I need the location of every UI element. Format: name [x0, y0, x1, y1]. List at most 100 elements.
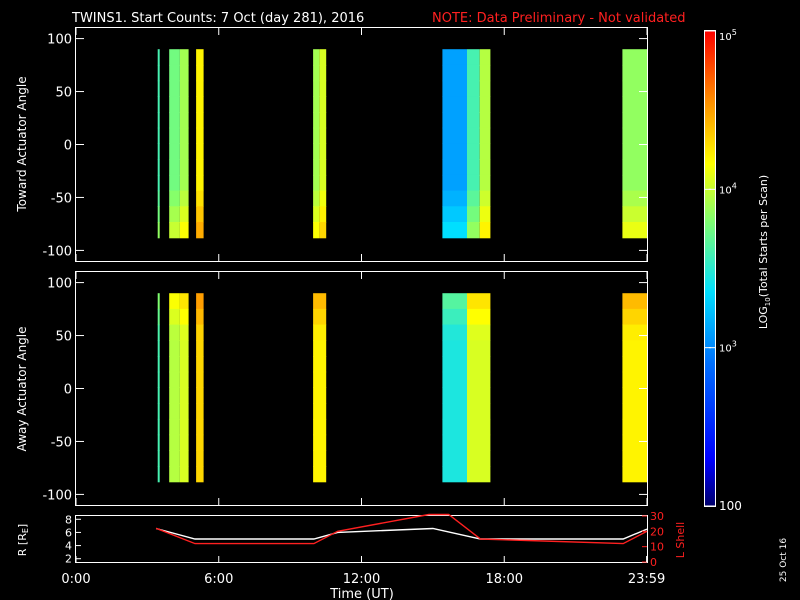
- heatmap-block: [196, 143, 204, 160]
- heatmap-block: [157, 450, 160, 467]
- heatmap-block: [179, 222, 189, 239]
- heatmap-block: [196, 403, 204, 420]
- x-tick-label: 0:00: [61, 572, 90, 587]
- heatmap-block: [169, 403, 180, 420]
- heatmap-block: [319, 96, 327, 113]
- heatmap-block: [467, 206, 480, 223]
- heatmap-block: [179, 324, 189, 341]
- heatmap-block: [313, 80, 320, 97]
- heatmap-block: [169, 143, 180, 160]
- y-tick-label: -100: [42, 488, 72, 503]
- heatmap-block: [196, 466, 204, 483]
- x-tick-label: 23:59: [628, 572, 665, 587]
- colorbar-tick-base: 10: [719, 32, 732, 43]
- colorbar-tick-base: 10: [719, 185, 732, 196]
- heatmap-block: [313, 308, 327, 326]
- heatmap-block: [442, 159, 467, 176]
- heatmap-block: [622, 356, 647, 373]
- heatmap-block: [479, 159, 491, 176]
- heatmap-block: [479, 96, 491, 113]
- colorbar-label-sub: 10: [764, 297, 772, 306]
- heatmap-block: [179, 96, 189, 113]
- heatmap-block: [169, 206, 180, 223]
- heatmap-block: [442, 80, 467, 97]
- heatmap-block: [157, 96, 160, 113]
- heatmap-block: [169, 49, 180, 66]
- heatmap-block: [157, 49, 160, 66]
- heatmap-block: [196, 371, 204, 388]
- heatmap-block: [179, 127, 189, 144]
- heatmap-block: [169, 466, 180, 483]
- orbit-right-tick-label: 10: [650, 541, 664, 554]
- heatmap-block: [169, 340, 180, 357]
- away-panel-frame: [75, 271, 648, 506]
- heatmap-block: [622, 450, 647, 467]
- heatmap-block: [179, 80, 189, 97]
- heatmap-block: [467, 143, 480, 160]
- heatmap-block: [442, 112, 467, 129]
- heatmap-block: [467, 174, 480, 192]
- heatmap-block: [467, 293, 491, 310]
- x-axis-label: Time (UT): [329, 587, 394, 600]
- heatmap-block: [179, 49, 189, 66]
- heatmap-block: [467, 49, 480, 66]
- heatmap-block: [157, 324, 160, 341]
- heatmap-block: [313, 371, 327, 388]
- heatmap-block: [313, 324, 327, 341]
- heatmap-block: [313, 112, 320, 129]
- heatmap-block: [442, 49, 467, 66]
- heatmap-block: [196, 293, 204, 310]
- heatmap-block: [169, 174, 180, 192]
- heatmap-block: [442, 418, 467, 436]
- heatmap-block: [196, 356, 204, 373]
- y-tick-label: 50: [55, 330, 72, 345]
- heatmap-block: [622, 190, 647, 207]
- heatmap-block: [442, 356, 467, 373]
- heatmap-block: [179, 418, 189, 436]
- heatmap-block: [179, 356, 189, 373]
- heatmap-block: [622, 143, 647, 160]
- heatmap-block: [622, 222, 647, 239]
- heatmap-block: [157, 434, 160, 451]
- heatmap-block: [169, 308, 180, 326]
- heatmap-block: [622, 434, 647, 451]
- toward-panel-frame: [75, 27, 648, 262]
- heatmap-block: [179, 143, 189, 160]
- heatmap-block: [179, 450, 189, 467]
- heatmap-block: [622, 418, 647, 436]
- heatmap-block: [313, 340, 327, 357]
- heatmap-block: [467, 466, 491, 483]
- heatmap-block: [622, 308, 647, 326]
- heatmap-block: [442, 293, 467, 310]
- heatmap-block: [467, 403, 491, 420]
- orbit-panel-frame: [75, 515, 648, 563]
- heatmap-block: [442, 96, 467, 113]
- colorbar-tick-label: 103: [719, 340, 737, 355]
- heatmap-block: [319, 64, 327, 82]
- orbit-left-tick-label: 4: [65, 540, 72, 553]
- heatmap-block: [622, 466, 647, 483]
- heatmap-block: [622, 206, 647, 223]
- heatmap-block: [622, 387, 647, 404]
- heatmap-block: [157, 64, 160, 82]
- heatmap-block: [313, 418, 327, 436]
- heatmap-block: [169, 371, 180, 388]
- heatmap-block: [467, 127, 480, 144]
- heatmap-block: [622, 80, 647, 97]
- heatmap-block: [319, 80, 327, 97]
- orbit-left-tick-label: 2: [65, 553, 72, 566]
- heatmap-block: [442, 371, 467, 388]
- heatmap-block: [179, 434, 189, 451]
- colorbar-tick-exp: 5: [732, 28, 737, 37]
- heatmap-block: [319, 127, 327, 144]
- heatmap-block: [196, 308, 204, 326]
- heatmap-block: [442, 450, 467, 467]
- heatmap-block: [157, 159, 160, 176]
- heatmap-block: [157, 308, 160, 326]
- heatmap-block: [196, 80, 204, 97]
- heatmap-block: [313, 96, 320, 113]
- heatmap-block: [196, 324, 204, 341]
- heatmap-block: [157, 222, 160, 239]
- orbit-ylabel-right: L Shell: [674, 522, 687, 558]
